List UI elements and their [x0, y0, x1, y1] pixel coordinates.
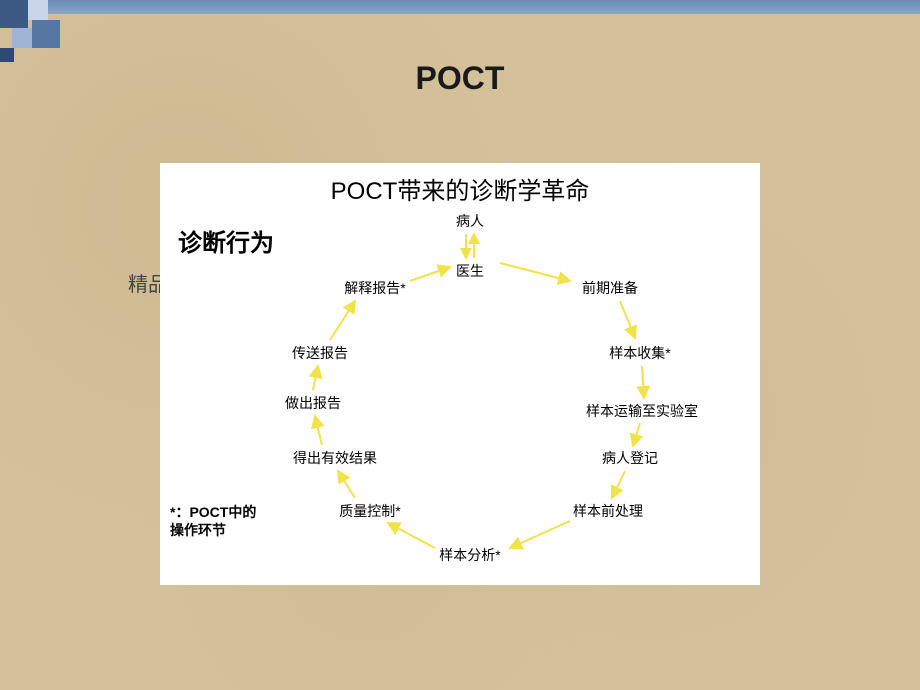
corner-decoration [0, 0, 70, 65]
node-valid: 得出有效结果 [293, 448, 377, 468]
node-analysis: 样本分析* [439, 545, 500, 565]
node-interpret: 解释报告* [344, 278, 405, 298]
node-qc: 质量控制* [339, 501, 400, 521]
node-send: 传送报告 [292, 343, 348, 363]
footnote-prefix: *： [170, 504, 189, 520]
slide-title: POCT [0, 60, 920, 97]
node-transport: 样本运输至实验室 [586, 401, 698, 421]
footnote-line1: POCT中的 [189, 504, 256, 520]
node-register: 病人登记 [602, 448, 658, 468]
diagram-panel: POCT带来的诊断学革命 诊断行为 病人 医生 前期准备样本收集*样本运输至实验… [160, 163, 760, 585]
node-preproc: 样本前处理 [573, 501, 643, 521]
top-bar [0, 0, 920, 14]
footnote: *：POCT中的 操作环节 [170, 503, 256, 539]
footnote-line2: 操作环节 [170, 522, 226, 538]
node-report: 做出报告 [285, 393, 341, 413]
node-collect: 样本收集* [609, 343, 670, 363]
node-prep: 前期准备 [582, 278, 638, 298]
